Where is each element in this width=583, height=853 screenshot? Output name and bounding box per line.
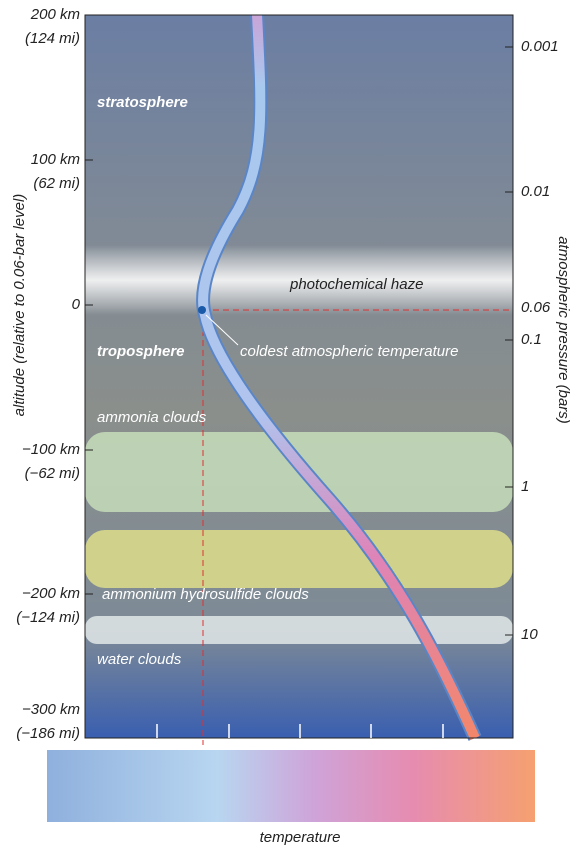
left-tick-label: (124 mi) (25, 30, 80, 47)
annotation: coldest atmospheric temperature (240, 343, 458, 360)
layer-label: ammonia clouds (97, 409, 207, 426)
left-tick-label: (−124 mi) (16, 609, 80, 626)
leader (205, 314, 239, 346)
layer-label: photochemical haze (289, 276, 423, 293)
left-tick-label: (−62 mi) (25, 465, 80, 482)
colorbar-title: temperature (260, 829, 341, 846)
hydrosulfide-band (85, 530, 513, 588)
haze-band (85, 245, 513, 315)
layer-label: stratosphere (97, 94, 188, 111)
left-tick-label: 100 km (31, 151, 80, 168)
plot (84, 14, 514, 745)
right-tick-label: 0.001 (521, 38, 559, 55)
left-tick-label: 0 (72, 296, 81, 313)
right-tick-label: 0.06 (521, 299, 551, 316)
left-axis-title: altitude (relative to 0.06-bar level) (11, 194, 28, 417)
layer-label: water clouds (97, 651, 182, 668)
left-tick-label: 200 km (30, 6, 80, 23)
water-band (85, 616, 513, 644)
right-tick-label: 0.1 (521, 331, 542, 348)
right-tick-label: 10 (521, 626, 538, 643)
layer-label: troposphere (97, 343, 185, 360)
right-tick-label: 1 (521, 478, 529, 495)
left-tick-label: −200 km (22, 585, 80, 602)
colorbar (47, 750, 535, 822)
frame (84, 14, 514, 739)
left-tick-label: (62 mi) (33, 175, 80, 192)
right-axis-title: atmospheric pressure (bars) (555, 236, 572, 424)
right-tick-label: 0.01 (521, 183, 550, 200)
coldest-point (198, 306, 206, 314)
layer-label: ammonium hydrosulfide clouds (102, 586, 309, 603)
temperature-curve (198, 14, 480, 741)
left-tick-label: (−186 mi) (16, 725, 80, 742)
left-tick-label: −300 km (22, 701, 80, 718)
left-tick-label: −100 km (22, 441, 80, 458)
